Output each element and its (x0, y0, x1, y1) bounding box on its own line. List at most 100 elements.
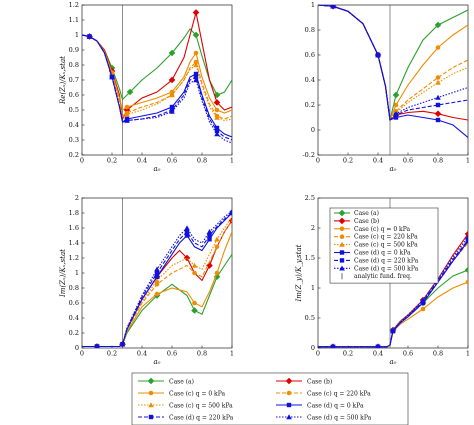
data-point (169, 108, 175, 114)
y-tick-label: 0.5 (69, 106, 79, 114)
x-tick-label: 0.6 (403, 350, 413, 358)
data-point (420, 306, 426, 312)
legend-marker (286, 414, 292, 420)
y-tick-label: 0.4 (69, 314, 79, 322)
data-point (154, 281, 160, 287)
y-tick-label: 1.2 (69, 254, 79, 262)
legend-label: Case (c) q = 500 kPa (354, 242, 418, 249)
data-point (154, 270, 160, 276)
legend-marker (286, 390, 292, 396)
y-tick-label: 1.5 (305, 254, 315, 262)
legend-marker (339, 226, 345, 232)
data-point (214, 244, 220, 250)
x-tick-label: 1 (466, 157, 470, 165)
data-point (124, 117, 130, 123)
data-point (435, 117, 441, 123)
legend-label: Case (c) q = 0 kPa (354, 226, 410, 233)
y-tick-label: 0 (311, 126, 315, 134)
data-point (126, 88, 134, 96)
data-point (229, 208, 232, 214)
legend-marker (338, 209, 346, 217)
x-axis-label: a₀ (390, 165, 397, 173)
series-line (318, 5, 468, 122)
series-group (82, 208, 232, 348)
axes-frame (317, 4, 469, 156)
data-point (375, 344, 381, 348)
series-line (82, 212, 232, 348)
y-tick-label: 1.4 (69, 239, 79, 247)
y-tick-label: 0.6 (69, 91, 79, 99)
series-line (82, 211, 232, 348)
x-tick-label: 0 (316, 350, 320, 358)
y-tick-label: 0.9 (69, 46, 79, 54)
series-line (318, 5, 468, 122)
x-axis-label: a₀ (154, 358, 161, 366)
data-point (207, 233, 212, 238)
x-tick-label: 0 (316, 157, 320, 165)
data-point (435, 79, 441, 85)
data-point (168, 76, 176, 84)
series-line (82, 34, 232, 120)
x-tick-label: 0.2 (107, 350, 117, 358)
legend-label-analytic: analytic fund. freq. (354, 273, 412, 280)
y-tick-label: 2 (311, 224, 315, 232)
y-tick-label: 0.6 (69, 299, 79, 307)
data-point (109, 74, 115, 80)
x-tick-label: 0.2 (343, 157, 353, 165)
series-line (318, 239, 468, 348)
y-tick-label: 0.8 (69, 61, 79, 69)
data-point (154, 274, 160, 279)
data-point (168, 49, 176, 57)
legend-marker (338, 217, 346, 225)
x-axis-label: a₀ (154, 165, 161, 173)
x-tick-label: 0.2 (107, 157, 117, 165)
series-line (318, 5, 468, 122)
y-tick-label: 1 (311, 284, 315, 292)
legend-marker (339, 265, 345, 271)
legend-label: Case (d) q = 500 kPa (307, 415, 372, 422)
y-tick-label: 1.6 (69, 224, 79, 232)
x-tick-label: 0.4 (137, 350, 147, 358)
series-line (318, 281, 468, 348)
x-tick-label: 0.4 (137, 157, 147, 165)
data-point (465, 234, 468, 240)
series-line (318, 5, 468, 122)
x-tick-label: 1 (230, 157, 234, 165)
data-point (435, 45, 441, 50)
y-axis-label: Re(Zₓ)/Kₓ,stat (59, 56, 67, 105)
data-point (193, 74, 199, 80)
data-point (213, 99, 221, 106)
data-point (193, 62, 199, 68)
data-point (193, 77, 199, 83)
legend-marker (148, 402, 154, 408)
data-point (169, 104, 175, 110)
series-line (82, 12, 232, 121)
y-tick-label: 0.4 (305, 76, 315, 84)
data-point (184, 229, 190, 234)
y-tick-label: 0.8 (305, 26, 315, 34)
legend-label: Case (c) q = 500 kPa (169, 403, 233, 410)
x-tick-label: 0.8 (433, 157, 443, 165)
data-point (206, 228, 213, 234)
bottom-legend: Case (a) Case (b) Case (c) q = 0 kPa Case (… (131, 372, 409, 425)
series-group (318, 230, 468, 348)
legend-marker (339, 241, 345, 247)
data-point (330, 5, 336, 9)
x-tick-label: 0.6 (167, 157, 177, 165)
data-point (154, 291, 160, 297)
legend-marker (339, 250, 345, 255)
y-tick-label: 1 (311, 1, 315, 9)
x-tick-label: 1 (230, 350, 234, 358)
legend-marker (285, 377, 293, 385)
y-tick-label: -0.2 (302, 151, 315, 159)
x-tick-label: 1 (466, 350, 470, 358)
series-line (82, 212, 232, 348)
y-tick-label: 0.6 (305, 51, 315, 59)
y-tick-label: 1 (75, 269, 79, 277)
data-point (193, 71, 199, 77)
x-tick-label: 0.8 (433, 350, 443, 358)
data-point (214, 236, 220, 242)
data-point (207, 237, 212, 242)
